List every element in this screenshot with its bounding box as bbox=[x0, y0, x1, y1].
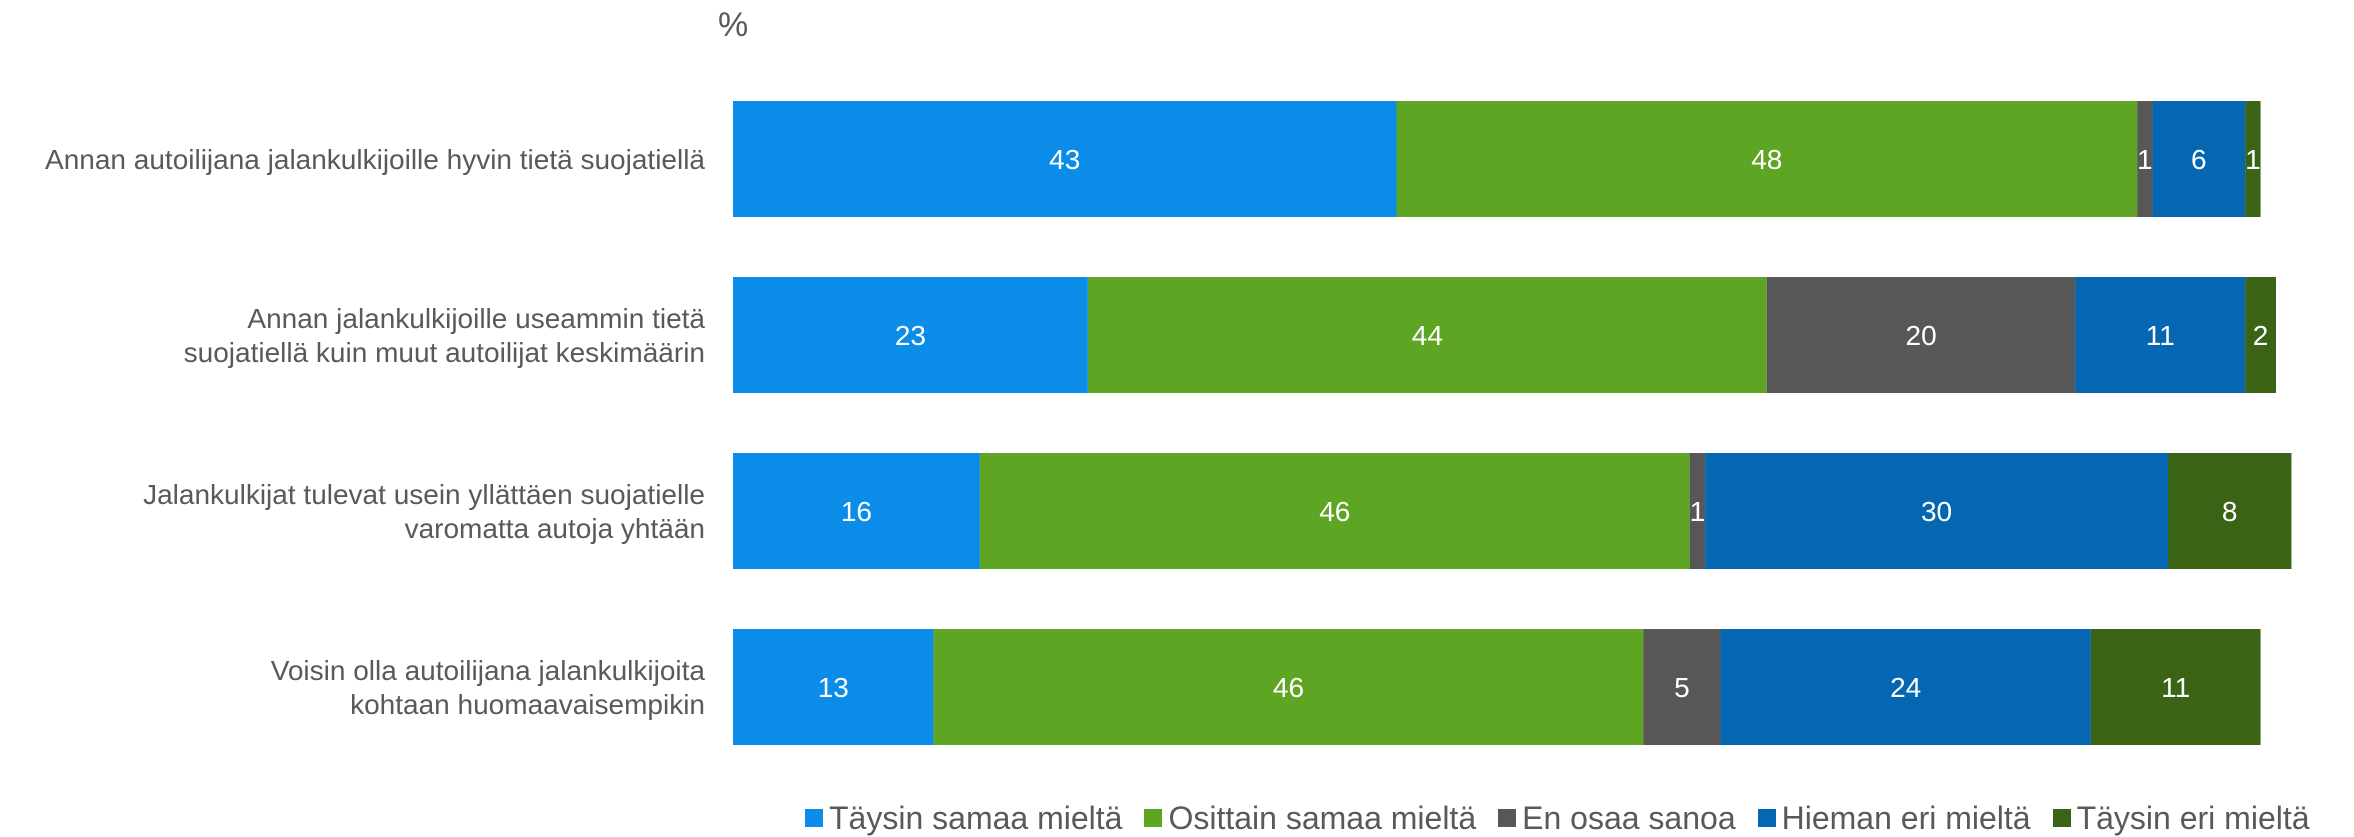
data-label: 1 bbox=[2137, 144, 2153, 175]
data-label: 43 bbox=[1049, 144, 1080, 175]
legend-swatch bbox=[1757, 809, 1776, 827]
bar-segment bbox=[2090, 629, 2261, 745]
data-label: 44 bbox=[1412, 320, 1443, 351]
data-label: 16 bbox=[841, 496, 872, 527]
legend-swatch bbox=[2052, 809, 2071, 827]
data-label: 1 bbox=[2245, 144, 2261, 175]
bar-segment bbox=[733, 277, 1088, 393]
data-label: 30 bbox=[1921, 496, 1952, 527]
category-label: Voisin olla autoilijana jalankulkijoita k… bbox=[271, 655, 706, 720]
bar-segment bbox=[1705, 453, 2168, 569]
data-label: 46 bbox=[1273, 672, 1304, 703]
bar-segment bbox=[733, 453, 980, 569]
data-label: 46 bbox=[1319, 496, 1350, 527]
legend-label: En osaa sanoa bbox=[1522, 799, 1736, 836]
bar-segment bbox=[2245, 101, 2261, 217]
legend-swatch bbox=[1498, 809, 1517, 827]
bar-segment bbox=[1087, 277, 1767, 393]
legend-swatch bbox=[1144, 809, 1163, 827]
bar-segment bbox=[733, 629, 934, 745]
bar-segment bbox=[2137, 101, 2153, 217]
bar-segment bbox=[933, 629, 1644, 745]
stacked-bar-chart: Annan autoilijana jalankulkijoille hyvin… bbox=[45, 101, 2292, 745]
legend-label: Osittain samaa mieltä bbox=[1168, 799, 1477, 836]
legend-item: Täysin eri mieltä bbox=[2052, 799, 2310, 837]
data-label: 20 bbox=[1906, 320, 1937, 351]
data-label: 48 bbox=[1751, 144, 1782, 175]
legend-item: Osittain samaa mieltä bbox=[1144, 800, 1476, 837]
legend-swatch bbox=[805, 809, 823, 827]
legend-item: En osaa sanoa bbox=[1498, 800, 1736, 837]
chart-legend: Täysin samaa mieltä Osittain samaa mieltä… bbox=[805, 800, 2332, 836]
bar-segment bbox=[1720, 629, 2091, 745]
bar-segment bbox=[1643, 629, 1721, 745]
bar-segment bbox=[979, 453, 1690, 569]
bar-segment bbox=[1396, 101, 2138, 217]
unit-label: % bbox=[718, 6, 749, 44]
legend-label: Täysin samaa mieltä bbox=[829, 799, 1123, 836]
data-label: 11 bbox=[2161, 672, 2190, 703]
category-label: Jalankulkijat tulevat usein yllättäen su… bbox=[143, 479, 705, 544]
category-label: Annan autoilijana jalankulkijoille hyvin… bbox=[45, 144, 705, 175]
category-label: Annan jalankulkijoille useammin tietä suo… bbox=[184, 303, 706, 368]
legend-item: Hieman eri mieltä bbox=[1757, 799, 2031, 837]
bar-segment bbox=[733, 101, 1397, 217]
bar-segment bbox=[2245, 277, 2276, 393]
data-label: 23 bbox=[895, 320, 926, 351]
legend-item: Täysin samaa mieltä bbox=[805, 800, 1122, 837]
data-label: 6 bbox=[2191, 144, 2207, 175]
data-label: 1 bbox=[1690, 496, 1706, 527]
legend-label: Täysin eri mieltä bbox=[2076, 799, 2310, 836]
data-label: 5 bbox=[1674, 672, 1690, 703]
bar-segment bbox=[2167, 453, 2292, 569]
bar-segment bbox=[2075, 277, 2246, 393]
data-label: 24 bbox=[1890, 672, 1921, 703]
data-label: 13 bbox=[818, 672, 849, 703]
bar-segment bbox=[1689, 453, 1706, 569]
data-label: 11 bbox=[2146, 320, 2175, 351]
bar-segment bbox=[1766, 277, 2076, 393]
data-label: 2 bbox=[2253, 320, 2269, 351]
data-label: 8 bbox=[2222, 496, 2238, 527]
bar-segment bbox=[2152, 101, 2246, 217]
legend-label: Hieman eri mieltä bbox=[1781, 799, 2031, 836]
